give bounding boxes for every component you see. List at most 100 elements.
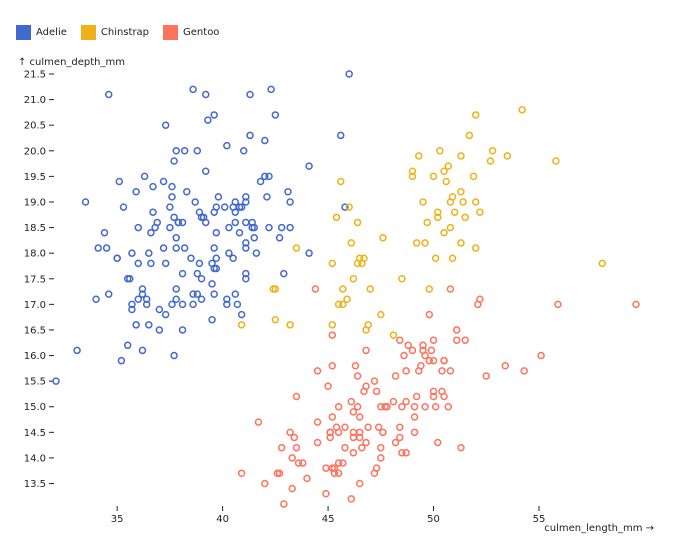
point-adelie [231, 218, 240, 227]
point-chinstrap [461, 213, 469, 222]
point-gentoo [389, 397, 398, 406]
point-gentoo [410, 413, 419, 421]
point-adelie [145, 249, 153, 257]
data-points [52, 70, 640, 508]
point-adelie [138, 346, 147, 355]
point-adelie [223, 141, 231, 150]
point-adelie [195, 259, 204, 268]
point-gentoo [377, 454, 385, 462]
point-adelie [210, 290, 218, 298]
point-adelie [151, 223, 159, 232]
y-tick-label: 20.0 [24, 146, 46, 157]
point-adelie [147, 228, 155, 237]
point-adelie [250, 223, 259, 232]
point-gentoo [419, 346, 427, 355]
point-chinstrap [448, 254, 457, 263]
point-adelie [161, 121, 170, 129]
point-gentoo [341, 443, 349, 452]
point-gentoo [328, 413, 337, 421]
point-gentoo [275, 469, 284, 478]
point-gentoo [324, 382, 332, 391]
point-chinstrap [469, 172, 478, 181]
point-adelie [237, 310, 246, 319]
point-gentoo [429, 387, 438, 396]
point-adelie [100, 228, 109, 237]
point-adelie [246, 131, 254, 140]
point-gentoo [429, 356, 438, 365]
point-adelie [168, 182, 176, 191]
point-chinstrap [471, 244, 480, 252]
point-adelie [223, 295, 231, 303]
point-gentoo [326, 433, 334, 442]
point-chinstrap [488, 147, 497, 155]
point-adelie [229, 254, 237, 263]
point-adelie [197, 213, 206, 222]
point-adelie [180, 244, 189, 252]
point-chinstrap [336, 177, 345, 186]
point-gentoo [372, 387, 381, 396]
point-chinstrap [332, 213, 341, 222]
point-adelie [149, 182, 157, 191]
point-adelie [102, 244, 111, 252]
legend-swatch-adelie [16, 25, 31, 40]
point-gentoo [328, 331, 337, 339]
point-gentoo [396, 336, 404, 344]
point-chinstrap [339, 285, 347, 293]
point-gentoo [404, 341, 412, 350]
legend-label-adelie: Adelie [36, 27, 67, 38]
point-gentoo [261, 479, 269, 488]
point-adelie [212, 228, 221, 237]
point-gentoo [391, 438, 400, 447]
point-adelie [138, 285, 147, 293]
point-adelie [170, 351, 178, 360]
point-gentoo [355, 428, 364, 437]
point-chinstrap [423, 218, 431, 227]
point-gentoo [334, 428, 343, 437]
point-chinstrap [433, 208, 442, 216]
point-gentoo [402, 449, 410, 457]
point-chinstrap [446, 198, 455, 206]
point-adelie [246, 90, 254, 99]
point-adelie [142, 295, 151, 303]
point-gentoo [379, 428, 387, 437]
point-gentoo [396, 433, 404, 442]
point-chinstrap [552, 157, 560, 165]
legend-item-gentoo: Gentoo [163, 25, 219, 40]
point-adelie [166, 223, 174, 232]
point-adelie [242, 269, 250, 278]
point-chinstrap [389, 331, 398, 339]
point-adelie [52, 377, 60, 385]
point-chinstrap [450, 208, 459, 216]
point-chinstrap [486, 157, 495, 165]
point-gentoo [410, 428, 419, 437]
y-axis: 13.5 14.0 14.5 15.0 15.5 16.0 16.5 17.0 17.5 18.0… [24, 70, 54, 490]
point-adelie [284, 187, 292, 196]
point-adelie [305, 162, 313, 170]
point-adelie [172, 147, 180, 155]
point-adelie [231, 198, 240, 206]
point-gentoo [440, 392, 448, 401]
point-adelie [305, 249, 313, 257]
point-adelie [225, 223, 233, 232]
point-gentoo [311, 285, 320, 293]
point-adelie [197, 275, 206, 283]
point-adelie [178, 269, 187, 278]
point-gentoo [391, 372, 400, 380]
point-gentoo [417, 362, 425, 370]
point-chinstrap [598, 259, 607, 268]
point-chinstrap [419, 198, 427, 206]
point-adelie [214, 193, 223, 201]
x-axis: 35 40 45 50 55 [111, 506, 545, 525]
point-chinstrap [465, 131, 474, 140]
point-gentoo [554, 300, 562, 309]
point-adelie [265, 223, 273, 232]
x-tick-label: 35 [111, 514, 124, 525]
point-adelie [193, 290, 202, 298]
point-adelie [168, 193, 176, 201]
point-gentoo [286, 428, 294, 437]
point-gentoo [438, 367, 446, 375]
point-adelie [155, 305, 164, 314]
point-gentoo [440, 356, 448, 365]
point-adelie [115, 177, 124, 186]
point-adelie [119, 203, 128, 211]
